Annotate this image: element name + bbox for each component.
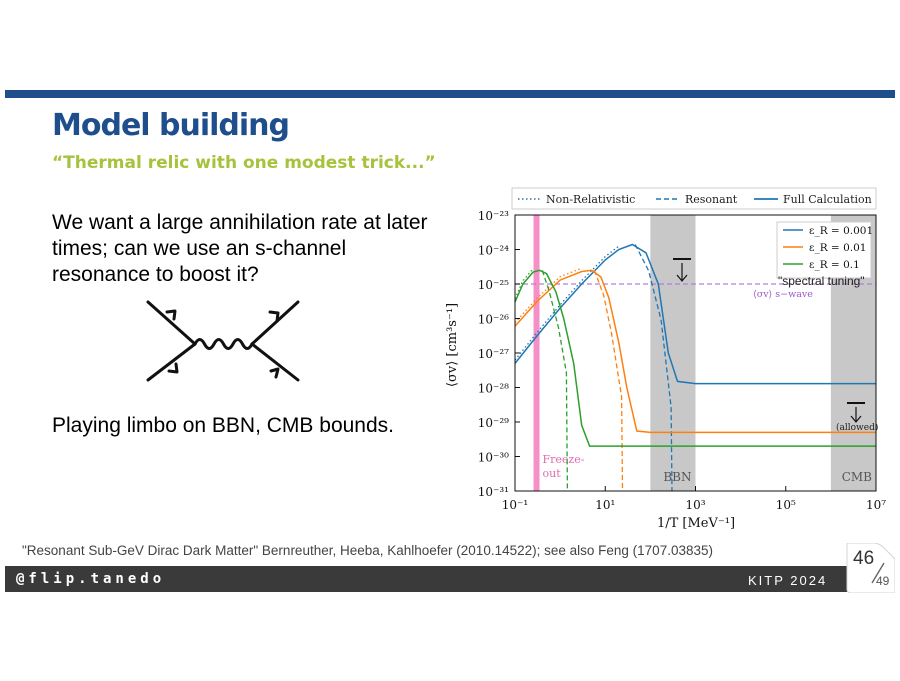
top-legend-box [511, 187, 877, 210]
body-text: We want a large annihilation rate at lat… [52, 211, 428, 286]
body-text-bounds: Playing limbo on BBN, CMB bounds. [52, 414, 394, 437]
y-axis-label: ⟨σv⟩ [cm³s⁻¹] [445, 303, 460, 387]
footer-conference: KITP 2024 [748, 573, 828, 588]
series-resonant-0 [634, 244, 673, 492]
slide-title: Model building [52, 108, 290, 143]
y-tick-label: 10⁻²⁶ [478, 313, 509, 327]
series-nonrel-0 [514, 245, 620, 361]
feynman-diagram [146, 300, 300, 382]
series-resonant-2 [541, 270, 569, 492]
footer-handle: @flip.tanedo [16, 571, 166, 587]
x-tick-label: 10⁻¹ [502, 498, 528, 512]
slide-subtitle: “Thermal relic with one modest trick...” [52, 153, 436, 173]
y-tick-label: 10⁻³¹ [478, 485, 509, 499]
series-line-1 [514, 269, 876, 434]
freezeout-label-2: out [543, 467, 562, 480]
y-tick-label: 10⁻²⁹ [478, 416, 509, 430]
legend-label-full: Full Calculation [783, 193, 872, 206]
limit-arrowhead-top [676, 274, 688, 282]
s-wave-label: ⟨σv⟩ s−wave [753, 289, 813, 300]
series-legend-box [776, 221, 872, 279]
total-slides: 49 [876, 574, 890, 588]
x-tick-label: 10⁵ [776, 498, 796, 512]
x-tick-label: 10¹ [595, 498, 615, 512]
y-tick-label: 10⁻²⁸ [478, 382, 509, 396]
series-legend-label: ε_R = 0.01 [809, 242, 866, 254]
freezeout-band [533, 215, 540, 491]
y-tick-label: 10⁻²⁴ [478, 244, 509, 258]
allowed-label: (allowed) [836, 422, 878, 433]
citation: "Resonant Sub-GeV Dirac Dark Matter" Ber… [22, 543, 713, 558]
x-axis-label: 1/T [MeV⁻¹] [657, 516, 735, 531]
slide-number: 46 [853, 548, 875, 569]
legend-label-non-relativistic: Non-Relativistic [546, 193, 635, 206]
series-line-2 [514, 269, 876, 447]
y-tick-label: 10⁻²⁷ [478, 347, 509, 361]
x-tick-label: 10³ [685, 498, 705, 512]
header-bar [5, 90, 895, 98]
band-label-bbn: BBN [663, 470, 691, 484]
footer-bar [5, 566, 895, 592]
series-legend-label: ε_R = 0.1 [809, 259, 860, 271]
series-line-0 [514, 243, 876, 385]
freezeout-label: Freeze- [543, 453, 585, 466]
y-tick-label: 10⁻²³ [478, 209, 509, 223]
series-resonant-1 [593, 270, 624, 492]
limit-arrowhead-bottom [850, 415, 862, 423]
band-bbn [650, 215, 696, 491]
legend-label-resonant: Resonant [685, 193, 738, 206]
band-label-cmb: CMB [842, 470, 872, 484]
page-number-badge [846, 543, 895, 593]
x-tick-label: 10⁷ [866, 498, 886, 512]
y-tick-label: 10⁻²⁵ [478, 278, 509, 292]
spectral-tuning-label: "spectral tuning" [778, 274, 865, 288]
y-tick-label: 10⁻³⁰ [478, 451, 509, 465]
annihilation-rate-chart: BBN CMB Freeze-out ⟨σv⟩ s−wave 10⁻²³ 10⁻²⁴ 10⁻… [445, 187, 886, 531]
series-legend-label: ε_R = 0.001 [809, 225, 873, 237]
